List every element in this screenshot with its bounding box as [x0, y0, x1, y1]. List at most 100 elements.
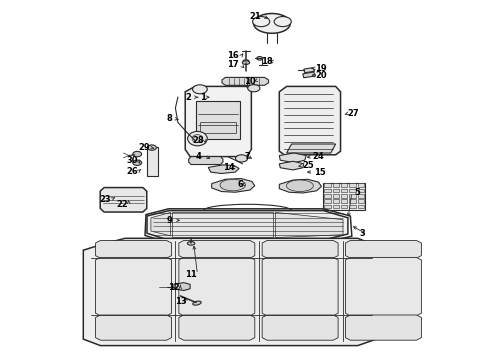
- Ellipse shape: [243, 60, 249, 63]
- Polygon shape: [96, 257, 172, 316]
- Polygon shape: [262, 240, 338, 258]
- Ellipse shape: [274, 17, 291, 27]
- Ellipse shape: [242, 61, 249, 64]
- Polygon shape: [345, 315, 421, 340]
- Text: 30: 30: [126, 156, 138, 165]
- Polygon shape: [275, 212, 343, 238]
- Bar: [324, 189, 331, 192]
- Ellipse shape: [254, 13, 290, 33]
- Text: 12: 12: [168, 284, 180, 292]
- Text: 1: 1: [200, 93, 206, 102]
- Bar: [333, 194, 339, 198]
- Text: 22: 22: [117, 200, 128, 209]
- Polygon shape: [303, 72, 316, 78]
- Text: 9: 9: [166, 216, 172, 225]
- Text: 28: 28: [193, 136, 204, 145]
- Text: 4: 4: [196, 152, 201, 161]
- Text: 29: 29: [139, 143, 150, 152]
- Text: 10: 10: [244, 77, 256, 85]
- Text: 3: 3: [360, 230, 366, 239]
- Bar: [349, 189, 356, 192]
- Text: 13: 13: [175, 297, 187, 306]
- Ellipse shape: [248, 85, 260, 92]
- Ellipse shape: [257, 57, 263, 60]
- Polygon shape: [262, 257, 338, 316]
- Polygon shape: [287, 144, 336, 153]
- Text: 19: 19: [315, 64, 327, 73]
- Bar: [333, 183, 339, 187]
- Polygon shape: [174, 283, 190, 291]
- Bar: [349, 194, 356, 198]
- Bar: [323, 183, 365, 210]
- Bar: [147, 147, 158, 176]
- Text: 14: 14: [223, 163, 235, 172]
- Bar: [200, 122, 236, 133]
- Bar: [358, 194, 364, 198]
- Ellipse shape: [133, 160, 142, 165]
- Bar: [333, 189, 339, 192]
- Text: 18: 18: [261, 57, 273, 66]
- Polygon shape: [279, 179, 321, 193]
- Polygon shape: [147, 211, 348, 239]
- Bar: [358, 189, 364, 192]
- Text: 24: 24: [313, 152, 324, 161]
- Text: 2: 2: [186, 93, 192, 102]
- Text: 27: 27: [347, 109, 359, 118]
- Polygon shape: [100, 188, 147, 212]
- Ellipse shape: [235, 155, 247, 162]
- Ellipse shape: [147, 145, 156, 150]
- Polygon shape: [96, 240, 172, 258]
- Polygon shape: [304, 68, 315, 73]
- Polygon shape: [212, 179, 255, 192]
- Polygon shape: [179, 315, 255, 340]
- Bar: [358, 205, 364, 208]
- Polygon shape: [179, 257, 255, 316]
- Text: 21: 21: [249, 12, 261, 21]
- Polygon shape: [189, 157, 223, 165]
- Bar: [341, 183, 347, 187]
- Bar: [349, 199, 356, 203]
- Polygon shape: [345, 240, 421, 258]
- Polygon shape: [83, 238, 376, 346]
- Text: 16: 16: [227, 51, 239, 60]
- Polygon shape: [279, 161, 304, 170]
- Polygon shape: [279, 153, 306, 163]
- Ellipse shape: [192, 135, 203, 143]
- Bar: [196, 101, 240, 139]
- Text: 5: 5: [355, 188, 361, 197]
- Text: 26: 26: [126, 166, 138, 175]
- Bar: [349, 183, 356, 187]
- Ellipse shape: [220, 179, 245, 191]
- Text: 15: 15: [314, 167, 325, 176]
- Bar: [341, 205, 347, 208]
- Bar: [341, 199, 347, 203]
- Bar: [333, 199, 339, 203]
- Bar: [324, 194, 331, 198]
- Text: 25: 25: [303, 161, 315, 170]
- Polygon shape: [96, 315, 172, 340]
- Text: 20: 20: [315, 71, 327, 80]
- Polygon shape: [151, 212, 171, 236]
- Ellipse shape: [286, 180, 314, 192]
- Ellipse shape: [253, 17, 270, 27]
- Bar: [358, 199, 364, 203]
- Text: 11: 11: [185, 270, 197, 279]
- Ellipse shape: [193, 85, 207, 94]
- Bar: [341, 194, 347, 198]
- Text: 7: 7: [245, 152, 250, 161]
- Bar: [349, 205, 356, 208]
- Text: 17: 17: [227, 60, 239, 69]
- Text: 8: 8: [166, 114, 172, 123]
- Polygon shape: [262, 315, 338, 340]
- Ellipse shape: [187, 242, 195, 245]
- Polygon shape: [279, 86, 341, 155]
- Bar: [358, 183, 364, 187]
- Bar: [333, 205, 339, 208]
- Ellipse shape: [133, 152, 142, 157]
- Text: 6: 6: [237, 180, 243, 189]
- Text: 23: 23: [99, 194, 111, 203]
- Bar: [324, 199, 331, 203]
- Polygon shape: [222, 77, 269, 85]
- Polygon shape: [172, 212, 273, 237]
- Polygon shape: [345, 257, 421, 316]
